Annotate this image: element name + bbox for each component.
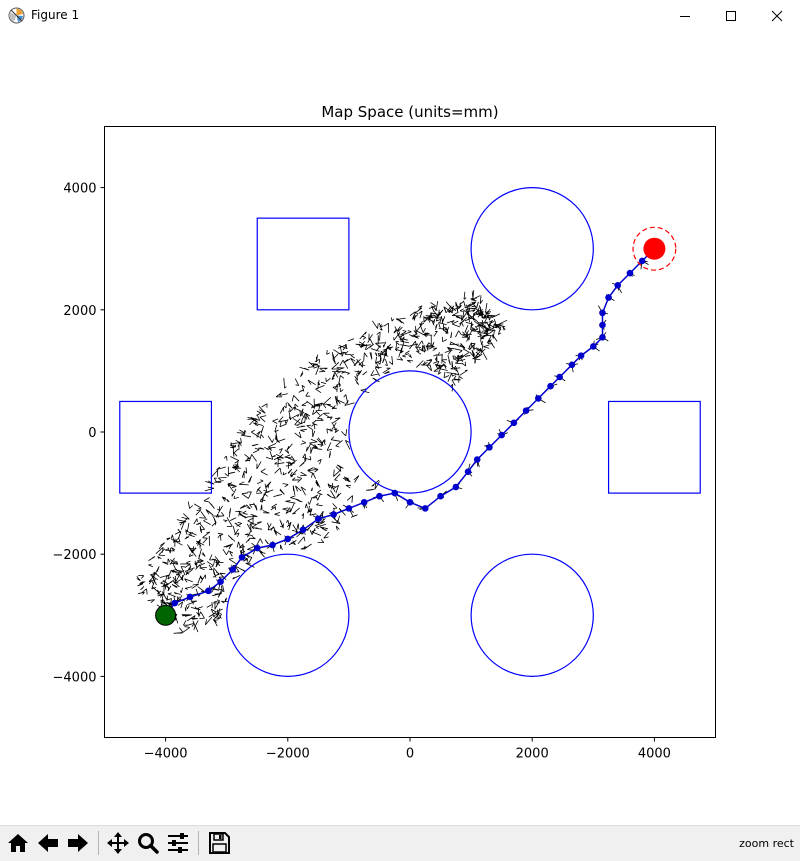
circle-obstacle [226, 553, 350, 678]
back-button[interactable] [34, 829, 62, 857]
y-tick-label: 4000 [63, 182, 96, 197]
arrow-left-icon [38, 834, 58, 852]
y-tick-label: 0 [88, 426, 96, 441]
navigation-toolbar: zoom rect [0, 825, 800, 861]
arrow-right-icon [68, 834, 88, 852]
save-button[interactable] [205, 829, 233, 857]
planned-path [162, 245, 658, 619]
path-waypoint [556, 373, 563, 381]
path-waypoint [498, 431, 505, 439]
square-obstacle [119, 400, 213, 494]
path-waypoint [590, 343, 597, 350]
path-waypoint [535, 395, 542, 402]
path-waypoint [253, 544, 261, 552]
path-waypoint [522, 407, 530, 414]
x-tick-label: −4000 [144, 747, 188, 762]
figure-canvas[interactable]: Map Space (units=mm) −4000 −2000 0 2000 4000… [0, 31, 800, 825]
circle-obstacle [348, 370, 472, 494]
plot-title: Map Space (units=mm) [321, 103, 498, 121]
start-marker [155, 604, 177, 626]
axes-frame [104, 126, 716, 738]
path-waypoint [284, 535, 292, 543]
path-waypoint [599, 309, 606, 317]
path-waypoint [626, 269, 634, 277]
x-tick-label: 0 [406, 747, 414, 762]
zoom-button[interactable] [134, 829, 162, 857]
x-tick-label: 2000 [516, 747, 549, 762]
magnifier-icon [138, 833, 159, 854]
path-waypoint [599, 321, 606, 329]
status-message: zoom rect [739, 837, 794, 850]
floppy-disk-icon [209, 832, 230, 854]
matplotlib-figure-icon [8, 7, 25, 24]
close-button[interactable] [754, 0, 800, 31]
home-button[interactable] [4, 829, 32, 857]
path-waypoint [547, 382, 554, 390]
circle-obstacle [470, 187, 594, 311]
path-waypoint [330, 511, 337, 518]
path-waypoint [464, 468, 472, 476]
goal-marker [643, 237, 666, 260]
y-tick-label: −2000 [53, 548, 97, 563]
goal-tolerance-circle [632, 226, 677, 271]
path-waypoint [599, 333, 606, 341]
path-waypoint [269, 541, 276, 549]
close-icon [771, 10, 783, 21]
window-titlebar: Figure 1 [0, 0, 800, 32]
path-waypoint [238, 553, 246, 561]
circle-obstacle [470, 553, 594, 678]
path-waypoint [217, 578, 224, 585]
toolbar-separator [198, 831, 199, 855]
square-obstacle [607, 400, 701, 494]
path-waypoint [421, 505, 429, 512]
map-space-plot[interactable]: Map Space (units=mm) −4000 −2000 0 2000 4000… [0, 31, 800, 825]
move-icon [107, 832, 129, 854]
path-waypoint [360, 498, 368, 506]
tree-edges [136, 243, 659, 634]
path-waypoint [406, 498, 414, 506]
start-goal-markers [155, 226, 677, 626]
path-waypoint [605, 294, 612, 301]
square-obstacle [256, 217, 350, 311]
path-waypoint [345, 505, 353, 512]
path-waypoint [299, 526, 307, 534]
path-waypoint [510, 419, 518, 427]
path-line [165, 248, 655, 616]
maximize-icon [726, 10, 736, 21]
path-waypoint [171, 599, 179, 607]
path-waypoint [229, 566, 237, 573]
path-waypoint [473, 456, 481, 463]
minimize-icon [680, 15, 690, 17]
y-tick-label: −4000 [53, 670, 97, 685]
obstacles [119, 187, 701, 678]
minimize-button[interactable] [662, 0, 708, 31]
pan-button[interactable] [104, 829, 132, 857]
window-title: Figure 1 [31, 8, 80, 22]
y-tick-label: 2000 [63, 304, 96, 319]
path-waypoint [577, 352, 585, 359]
x-tick-label: 4000 [638, 747, 671, 762]
path-waypoint [568, 361, 576, 369]
x-tick-label: −2000 [266, 747, 310, 762]
configure-subplots-button[interactable] [164, 829, 192, 857]
path-waypoint [614, 282, 622, 289]
path-waypoint [205, 587, 212, 595]
path-waypoint [486, 443, 493, 451]
home-icon [8, 834, 28, 852]
path-waypoint [638, 257, 646, 265]
axis-ticks: −4000 −2000 0 2000 4000 4000 2000 0 −2000 −4000 [53, 182, 671, 762]
sliders-icon [168, 833, 188, 853]
path-waypoint [315, 515, 322, 523]
rrt-tree [136, 243, 659, 634]
path-waypoint [452, 483, 460, 491]
maximize-button[interactable] [708, 0, 754, 31]
forward-button[interactable] [64, 829, 92, 857]
path-waypoint [186, 593, 194, 601]
path-waypoint [376, 492, 383, 500]
path-waypoint [391, 489, 399, 497]
path-waypoint [437, 492, 444, 500]
toolbar-separator [98, 831, 99, 855]
